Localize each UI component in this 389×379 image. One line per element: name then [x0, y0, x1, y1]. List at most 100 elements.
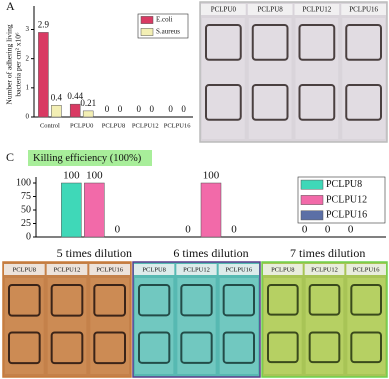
sample-square [93, 284, 127, 317]
value-label: 0 [168, 104, 173, 114]
legend-label: PCLPU8 [326, 179, 362, 190]
x-tick-label: Control [40, 122, 60, 129]
photo-label-bg [4, 264, 45, 275]
y-axis-label: bacteria per cm² x10⁶ [14, 32, 23, 97]
x-tick-label: PCLPU8 [102, 122, 125, 129]
photo-label: PCLPU16 [353, 266, 380, 273]
value-label: 0 [118, 104, 123, 114]
sample-square [308, 331, 341, 364]
sample-square [298, 84, 336, 121]
legend-swatch [140, 16, 154, 24]
y-tick-label: 100 [16, 177, 31, 188]
legend-label: PCLPU16 [326, 210, 367, 221]
photo-tile [305, 278, 344, 374]
y-tick-label: 25 [21, 218, 31, 229]
value-label: 0 [185, 224, 191, 236]
value-label: 0 [105, 104, 110, 114]
sample-square [8, 284, 41, 317]
x-tick-label: 5 times dilution [57, 246, 132, 260]
sample-square [180, 331, 213, 364]
legend-label: S.aureus [156, 28, 180, 36]
y-tick-label: 50 [21, 204, 31, 215]
value-label: 0 [325, 224, 331, 236]
x-tick-label: PCLPU0 [70, 122, 93, 129]
value-label: 0 [302, 224, 308, 236]
value-label: 0 [137, 104, 142, 114]
sample-square [350, 284, 383, 316]
sample-square [93, 331, 127, 365]
value-label: 0 [231, 224, 237, 236]
photo-label-bg [176, 264, 217, 275]
photo-label-bg [294, 4, 340, 15]
panel-label: A [6, 0, 15, 13]
photo-tile [202, 18, 245, 139]
photo-label-bg [346, 264, 386, 275]
photo-tile [5, 278, 44, 374]
photo-tile [90, 278, 129, 374]
photo-label: PCLPU12 [183, 266, 210, 273]
bar [51, 105, 62, 118]
sample-square [180, 284, 213, 317]
sample-square [205, 24, 242, 61]
value-label: 0.21 [80, 98, 96, 108]
photo-label: PCLPU12 [302, 6, 331, 14]
chart-title: Killing efficiency (100%) [33, 153, 142, 164]
sample-square [267, 331, 299, 364]
photo-label: PCLPU16 [96, 266, 123, 273]
sample-square [222, 284, 256, 317]
photo-label: PCLPU16 [349, 6, 378, 14]
photo-label: PCLPU8 [13, 266, 36, 273]
y-tick-label: 2 [26, 54, 30, 62]
sample-square [350, 331, 383, 364]
legend-swatch [140, 28, 154, 36]
sample-square [222, 331, 256, 364]
photo-tile [342, 18, 385, 139]
value-label: 2.9 [38, 19, 50, 29]
y-tick-label: 3 [26, 25, 30, 33]
title-box [28, 150, 152, 166]
legend-label: E.coli [156, 16, 173, 24]
legend-swatch [300, 210, 324, 221]
photo-label: PCLPU12 [311, 266, 338, 273]
photo-tile [264, 278, 302, 374]
sample-square [50, 331, 84, 365]
y-tick-label: 0 [26, 231, 31, 242]
y-tick-label: 1 [26, 83, 30, 91]
sample-square [8, 331, 41, 365]
photo-label: PCLPU12 [54, 266, 81, 273]
photo-tile [219, 278, 258, 374]
photo-tile [177, 278, 216, 374]
sample-square [50, 284, 84, 317]
legend-swatch [300, 195, 324, 205]
legend-label: PCLPU12 [326, 194, 367, 205]
value-label: 0.44 [67, 91, 83, 101]
bar [69, 103, 81, 118]
photo-tile [248, 18, 292, 139]
sample-square [345, 24, 382, 61]
sample-square [267, 284, 299, 316]
value-label: 0 [150, 104, 155, 114]
photo-label-bg [201, 4, 246, 15]
sample-square [308, 284, 341, 316]
value-label: 100 [63, 170, 80, 182]
photo-label-bg [341, 4, 386, 15]
bar [38, 32, 49, 118]
bar [200, 182, 222, 238]
sample-square [298, 24, 336, 61]
photo-label-bg [263, 264, 303, 275]
photo-tile [135, 278, 174, 374]
value-label: 0 [115, 224, 121, 236]
photo-tile [47, 278, 87, 374]
photo-tile [295, 18, 339, 139]
sample-square [138, 284, 171, 317]
photo-label-bg [89, 264, 130, 275]
sample-square [138, 331, 171, 364]
photo-label: PCLPU8 [257, 6, 283, 14]
photo-label: PCLPU16 [225, 266, 252, 273]
photo-label-bg [46, 264, 88, 275]
photo-label-bg [247, 4, 293, 15]
y-tick-label: 75 [21, 191, 31, 202]
bar [82, 110, 94, 118]
sample-square [345, 84, 382, 121]
photo-label: PCLPU8 [271, 266, 294, 273]
